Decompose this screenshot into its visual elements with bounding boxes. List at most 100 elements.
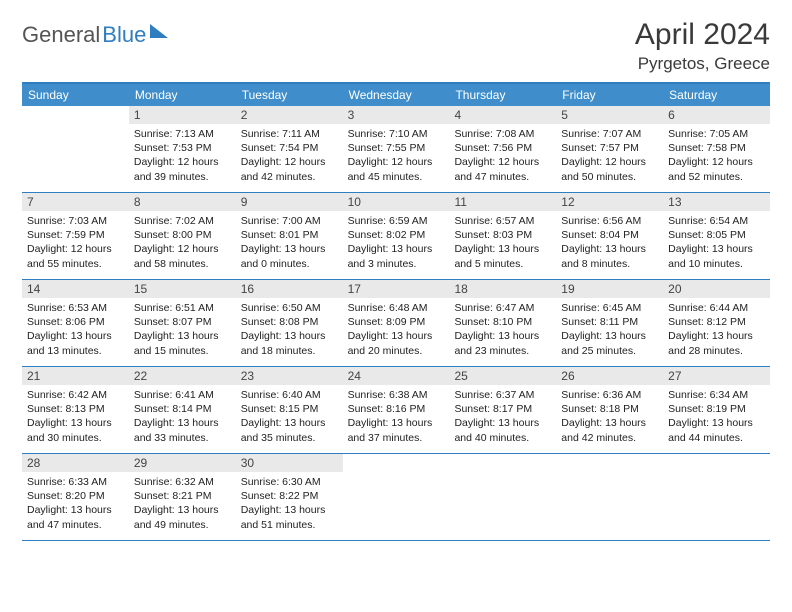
- day-cell: 8Sunrise: 7:02 AMSunset: 8:00 PMDaylight…: [129, 193, 236, 279]
- daylight-line: Daylight: 13 hours: [561, 329, 658, 343]
- sunrise-line: Sunrise: 7:13 AM: [134, 127, 231, 141]
- daylight-line: Daylight: 13 hours: [454, 242, 551, 256]
- sunrise-line: Sunrise: 7:05 AM: [668, 127, 765, 141]
- sunset-line: Sunset: 7:55 PM: [348, 141, 445, 155]
- day-cell: 21Sunrise: 6:42 AMSunset: 8:13 PMDayligh…: [22, 367, 129, 453]
- weekday-header-row: SundayMondayTuesdayWednesdayThursdayFrid…: [22, 84, 770, 106]
- daylight-line: and 20 minutes.: [348, 344, 445, 358]
- daylight-line: and 8 minutes.: [561, 257, 658, 271]
- sunrise-line: Sunrise: 6:48 AM: [348, 301, 445, 315]
- weekday-header: Friday: [556, 84, 663, 106]
- sunset-line: Sunset: 8:11 PM: [561, 315, 658, 329]
- sunset-line: Sunset: 8:15 PM: [241, 402, 338, 416]
- day-cell: 23Sunrise: 6:40 AMSunset: 8:15 PMDayligh…: [236, 367, 343, 453]
- calendar-grid: SundayMondayTuesdayWednesdayThursdayFrid…: [22, 82, 770, 541]
- month-title: April 2024: [635, 18, 770, 52]
- day-number: 30: [236, 454, 343, 472]
- sunset-line: Sunset: 8:12 PM: [668, 315, 765, 329]
- sunrise-line: Sunrise: 7:02 AM: [134, 214, 231, 228]
- sunrise-line: Sunrise: 6:41 AM: [134, 388, 231, 402]
- logo-text-1: General: [22, 22, 100, 48]
- sunset-line: Sunset: 8:03 PM: [454, 228, 551, 242]
- daylight-line: Daylight: 13 hours: [348, 416, 445, 430]
- daylight-line: and 18 minutes.: [241, 344, 338, 358]
- day-number: 29: [129, 454, 236, 472]
- day-cell: 10Sunrise: 6:59 AMSunset: 8:02 PMDayligh…: [343, 193, 450, 279]
- sunset-line: Sunset: 8:16 PM: [348, 402, 445, 416]
- sunrise-line: Sunrise: 6:44 AM: [668, 301, 765, 315]
- day-number: 25: [449, 367, 556, 385]
- daylight-line: and 42 minutes.: [241, 170, 338, 184]
- daylight-line: and 15 minutes.: [134, 344, 231, 358]
- day-cell: 22Sunrise: 6:41 AMSunset: 8:14 PMDayligh…: [129, 367, 236, 453]
- location-label: Pyrgetos, Greece: [635, 54, 770, 74]
- sunrise-line: Sunrise: 7:07 AM: [561, 127, 658, 141]
- daylight-line: and 0 minutes.: [241, 257, 338, 271]
- sunset-line: Sunset: 7:57 PM: [561, 141, 658, 155]
- logo-text-2: Blue: [102, 22, 146, 48]
- daylight-line: and 50 minutes.: [561, 170, 658, 184]
- day-cell: 30Sunrise: 6:30 AMSunset: 8:22 PMDayligh…: [236, 454, 343, 540]
- day-number: 10: [343, 193, 450, 211]
- day-number: 6: [663, 106, 770, 124]
- day-cell: 18Sunrise: 6:47 AMSunset: 8:10 PMDayligh…: [449, 280, 556, 366]
- day-cell: 16Sunrise: 6:50 AMSunset: 8:08 PMDayligh…: [236, 280, 343, 366]
- sunset-line: Sunset: 8:04 PM: [561, 228, 658, 242]
- day-number: 9: [236, 193, 343, 211]
- day-number: 28: [22, 454, 129, 472]
- day-cell: 20 Sunrise: 6:44 AMSunset: 8:12 PMDayligh…: [663, 280, 770, 366]
- daylight-line: Daylight: 12 hours: [668, 155, 765, 169]
- daylight-line: Daylight: 13 hours: [668, 329, 765, 343]
- day-number: 26: [556, 367, 663, 385]
- sunset-line: Sunset: 8:21 PM: [134, 489, 231, 503]
- day-number: 16: [236, 280, 343, 298]
- day-number: 19: [556, 280, 663, 298]
- daylight-line: and 33 minutes.: [134, 431, 231, 445]
- daylight-line: Daylight: 13 hours: [241, 503, 338, 517]
- sunset-line: Sunset: 8:10 PM: [454, 315, 551, 329]
- day-cell: 13Sunrise: 6:54 AMSunset: 8:05 PMDayligh…: [663, 193, 770, 279]
- daylight-line: and 47 minutes.: [454, 170, 551, 184]
- sunset-line: Sunset: 8:01 PM: [241, 228, 338, 242]
- sunrise-line: Sunrise: 6:47 AM: [454, 301, 551, 315]
- sunset-line: Sunset: 7:53 PM: [134, 141, 231, 155]
- weekday-header: Saturday: [663, 84, 770, 106]
- empty-cell: [556, 454, 663, 540]
- daylight-line: Daylight: 13 hours: [561, 242, 658, 256]
- daylight-line: and 28 minutes.: [668, 344, 765, 358]
- sunset-line: Sunset: 7:59 PM: [27, 228, 124, 242]
- daylight-line: and 49 minutes.: [134, 518, 231, 532]
- sunset-line: Sunset: 8:05 PM: [668, 228, 765, 242]
- empty-cell: [343, 454, 450, 540]
- day-cell: 25Sunrise: 6:37 AMSunset: 8:17 PMDayligh…: [449, 367, 556, 453]
- sunset-line: Sunset: 8:18 PM: [561, 402, 658, 416]
- daylight-line: and 40 minutes.: [454, 431, 551, 445]
- week-row: 21Sunrise: 6:42 AMSunset: 8:13 PMDayligh…: [22, 367, 770, 454]
- sunset-line: Sunset: 8:06 PM: [27, 315, 124, 329]
- daylight-line: Daylight: 13 hours: [668, 242, 765, 256]
- day-cell: 27Sunrise: 6:34 AMSunset: 8:19 PMDayligh…: [663, 367, 770, 453]
- sunrise-line: Sunrise: 6:37 AM: [454, 388, 551, 402]
- calendar-page: GeneralBlue April 2024 Pyrgetos, Greece …: [0, 0, 792, 553]
- daylight-line: Daylight: 12 hours: [454, 155, 551, 169]
- sunrise-line: Sunrise: 6:54 AM: [668, 214, 765, 228]
- day-cell: 5Sunrise: 7:07 AMSunset: 7:57 PMDaylight…: [556, 106, 663, 192]
- day-number: 12: [556, 193, 663, 211]
- daylight-line: Daylight: 13 hours: [454, 329, 551, 343]
- week-row: 28Sunrise: 6:33 AMSunset: 8:20 PMDayligh…: [22, 454, 770, 541]
- sunset-line: Sunset: 7:56 PM: [454, 141, 551, 155]
- day-number: 20: [663, 280, 770, 298]
- sunrise-line: Sunrise: 6:57 AM: [454, 214, 551, 228]
- sunset-line: Sunset: 8:02 PM: [348, 228, 445, 242]
- weekday-header: Thursday: [449, 84, 556, 106]
- sunrise-line: Sunrise: 6:40 AM: [241, 388, 338, 402]
- sunset-line: Sunset: 8:20 PM: [27, 489, 124, 503]
- day-number: 7: [22, 193, 129, 211]
- day-number: 21: [22, 367, 129, 385]
- day-number: 1: [129, 106, 236, 124]
- sunset-line: Sunset: 8:07 PM: [134, 315, 231, 329]
- daylight-line: Daylight: 12 hours: [348, 155, 445, 169]
- daylight-line: and 52 minutes.: [668, 170, 765, 184]
- daylight-line: Daylight: 13 hours: [134, 329, 231, 343]
- sunset-line: Sunset: 8:00 PM: [134, 228, 231, 242]
